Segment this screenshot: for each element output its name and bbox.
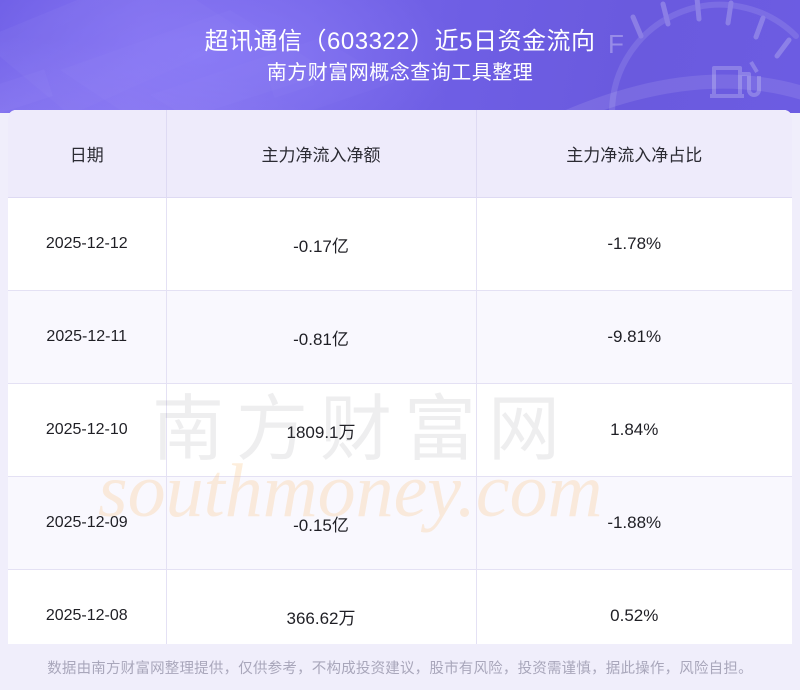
cell-net-ratio: -9.81% bbox=[476, 290, 792, 384]
banner-title-group: 超讯通信（603322）近5日资金流向 南方财富网概念查询工具整理 bbox=[0, 0, 800, 113]
table-header-row: 日期 主力净流入净额 主力净流入净占比 bbox=[8, 110, 792, 198]
table-row: 2025-12-10 1809.1万 1.84% bbox=[8, 383, 792, 477]
cell-date: 2025-12-10 bbox=[8, 383, 167, 477]
cell-date: 2025-12-11 bbox=[8, 290, 167, 384]
cell-net-ratio: -1.78% bbox=[476, 197, 792, 291]
page-title: 超讯通信（603322）近5日资金流向 bbox=[204, 28, 596, 56]
table-body: 2025-12-12 -0.17亿 -1.78% 2025-12-11 -0.8… bbox=[8, 197, 792, 662]
table-row: 2025-12-12 -0.17亿 -1.78% bbox=[8, 197, 792, 291]
column-header-net-amount: 主力净流入净额 bbox=[166, 110, 477, 198]
cell-net-amount: -0.81亿 bbox=[166, 290, 477, 384]
cell-date: 2025-12-12 bbox=[8, 197, 167, 291]
cell-net-amount: -0.17亿 bbox=[166, 197, 477, 291]
column-header-date: 日期 bbox=[8, 110, 167, 198]
cell-net-ratio: 1.84% bbox=[476, 383, 792, 477]
header-banner: F 超讯通信（603322）近5日资金流向 南方财富网概念查询工具整理 bbox=[0, 0, 800, 113]
fund-flow-table-container: 日期 主力净流入净额 主力净流入净占比 2025-12-12 -0.17亿 -1… bbox=[8, 110, 792, 662]
disclaimer-text: 数据由南方财富网整理提供，仅供参考，不构成投资建议，股市有风险，投资需谨慎，据此… bbox=[47, 660, 753, 677]
cell-net-amount: -0.15亿 bbox=[166, 476, 477, 570]
cell-net-amount: 1809.1万 bbox=[166, 383, 477, 477]
page-subtitle: 南方财富网概念查询工具整理 bbox=[266, 61, 534, 84]
cell-net-ratio: -1.88% bbox=[476, 476, 792, 570]
footer: 数据由南方财富网整理提供，仅供参考，不构成投资建议，股市有风险，投资需谨慎，据此… bbox=[0, 644, 800, 690]
table-header: 日期 主力净流入净额 主力净流入净占比 bbox=[8, 110, 792, 198]
cell-net-ratio: 0.52% bbox=[610, 606, 659, 625]
cell-date: 2025-12-09 bbox=[8, 476, 167, 570]
table-row: 2025-12-11 -0.81亿 -9.81% bbox=[8, 290, 792, 384]
column-header-net-ratio: 主力净流入净占比 bbox=[476, 110, 792, 198]
table-row: 2025-12-09 -0.15亿 -1.88% bbox=[8, 476, 792, 570]
fund-flow-table: 日期 主力净流入净额 主力净流入净占比 2025-12-12 -0.17亿 -1… bbox=[8, 110, 792, 662]
